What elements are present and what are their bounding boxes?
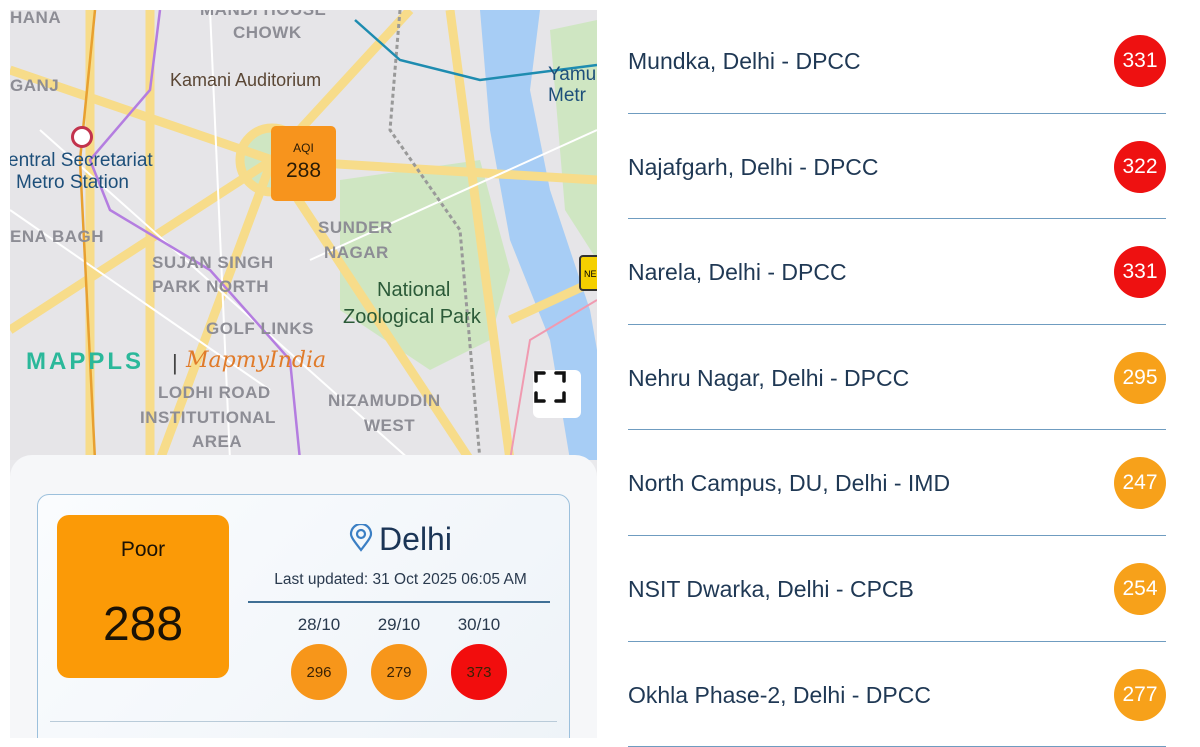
aqi-marker-label: AQI: [293, 141, 314, 155]
aqi-category: Poor: [120, 538, 166, 561]
fullscreen-icon: [534, 371, 566, 403]
aqi-summary-sheet: Poor 288 Delhi Last updated: 31 Oct 2025…: [10, 455, 597, 738]
map[interactable]: HANA MANDI HOUSE CHOWK GANJ Kamani Audit…: [10, 10, 597, 460]
map-label: MANDI HOUSE: [200, 10, 326, 20]
mapmyindia-logo: MapmyIndia: [186, 348, 327, 373]
station-row[interactable]: North Campus, DU, Delhi - IMD 247: [628, 430, 1166, 536]
station-row[interactable]: Narela, Delhi - DPCC 331: [628, 219, 1166, 325]
history-date: 28/10: [297, 615, 341, 634]
aqi-map-marker[interactable]: AQI 288: [271, 126, 336, 201]
current-aqi-box: Poor 288: [57, 515, 229, 678]
map-label: Metro Station: [16, 172, 129, 193]
station-name: Nehru Nagar, Delhi - DPCC: [628, 364, 910, 391]
map-label: INSTITUTIONAL: [140, 408, 276, 427]
station-aqi-badge: 331: [1114, 246, 1166, 299]
map-label: CHOWK: [233, 23, 302, 42]
history-day: 29/10 279: [364, 615, 434, 700]
location-pin-icon: [349, 522, 373, 552]
history-badge: 296: [291, 644, 347, 700]
map-label: GOLF LINKS: [206, 319, 314, 338]
station-row[interactable]: Okhla Phase-2, Delhi - DPCC 277: [628, 642, 1166, 747]
map-label: Metr: [548, 85, 586, 106]
station-row[interactable]: Nehru Nagar, Delhi - DPCC 295: [628, 325, 1166, 431]
station-list: Mundka, Delhi - DPCC 331 Najafgarh, Delhi …: [628, 8, 1166, 747]
station-name: Mundka, Delhi - DPCC: [628, 48, 861, 74]
mappls-logo: MAPPLS: [26, 348, 145, 375]
map-roads: [10, 10, 597, 460]
history-day: 28/10 296: [284, 615, 354, 700]
map-label: Zoological Park: [343, 306, 481, 328]
map-label: entral Secretariat: [10, 150, 153, 171]
station-aqi-badge: 277: [1114, 668, 1166, 721]
map-label: HANA: [10, 10, 62, 27]
logo-separator: |: [172, 350, 178, 375]
left-panel: HANA MANDI HOUSE CHOWK GANJ Kamani Audit…: [10, 10, 597, 738]
map-label: ENA BAGH: [10, 227, 105, 246]
station-name: Najafgarh, Delhi - DPCC: [628, 153, 879, 180]
station-aqi-badge: 322: [1114, 140, 1166, 193]
map-label: NIZAMUDDIN: [328, 391, 441, 410]
map-label: PARK NORTH: [152, 277, 270, 296]
highway-shield: NE: [579, 255, 597, 291]
map-label: LODHI ROAD: [158, 383, 271, 402]
map-label: NAGAR: [324, 243, 389, 262]
history-badge: 373: [451, 644, 507, 700]
station-aqi-badge: 254: [1114, 562, 1166, 615]
aqi-value: 288: [102, 598, 184, 651]
map-label: AREA: [192, 432, 243, 451]
metro-station-icon: [71, 126, 93, 148]
fullscreen-button[interactable]: [533, 370, 581, 418]
station-row[interactable]: NSIT Dwarka, Delhi - CPCB 254: [628, 536, 1166, 642]
map-label: WEST: [364, 416, 416, 435]
history-day: 30/10 373: [444, 615, 514, 700]
station-name: Okhla Phase-2, Delhi - DPCC: [628, 681, 931, 708]
aqi-summary-card: Poor 288 Delhi Last updated: 31 Oct 2025…: [37, 494, 570, 738]
last-updated: Last updated: 31 Oct 2025 06:05 AM: [274, 571, 527, 588]
station-name: North Campus, DU, Delhi - IMD: [628, 470, 951, 497]
station-aqi-badge: 295: [1114, 351, 1166, 404]
station-row[interactable]: Najafgarh, Delhi - DPCC 322: [628, 114, 1166, 220]
divider: [248, 601, 550, 603]
station-name: NSIT Dwarka, Delhi - CPCB: [628, 575, 914, 602]
station-row[interactable]: Mundka, Delhi - DPCC 331: [628, 8, 1166, 114]
aqi-marker-value: 288: [285, 159, 322, 182]
city-name: Delhi: [379, 521, 452, 557]
history-date: 30/10: [457, 615, 501, 634]
map-label: National: [377, 279, 451, 301]
map-label: GANJ: [10, 76, 60, 95]
history-date: 29/10: [377, 615, 421, 634]
map-label: SUNDER: [318, 218, 393, 237]
divider: [50, 721, 557, 722]
station-aqi-badge: 247: [1114, 457, 1166, 510]
map-label: Kamani Auditorium: [170, 70, 322, 90]
city-title: Delhi: [248, 521, 553, 558]
station-aqi-badge: 331: [1114, 35, 1166, 87]
station-name: Narela, Delhi - DPCC: [628, 259, 847, 286]
map-label: Yamu: [548, 64, 597, 85]
history-badge: 279: [371, 644, 427, 700]
map-label: SUJAN SINGH: [152, 253, 274, 272]
